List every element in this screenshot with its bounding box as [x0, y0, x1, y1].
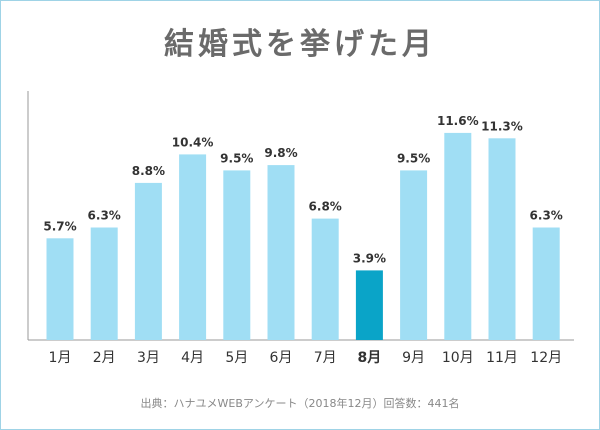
data-label-10: 11.6%	[437, 114, 479, 128]
bar-5	[223, 170, 251, 340]
bar-9	[400, 170, 428, 340]
bar-3	[134, 182, 162, 340]
chart-title: 結婚式を挙げた月	[164, 27, 436, 62]
data-label-2: 6.3%	[88, 209, 121, 223]
data-label-4: 10.4%	[172, 135, 214, 149]
bar-1	[46, 238, 74, 340]
x-tick-label-11: 11月	[486, 350, 518, 366]
bar-8	[355, 270, 383, 340]
data-label-7: 6.8%	[309, 200, 342, 214]
x-tick-label-8: 8月	[358, 350, 382, 366]
data-label-8: 3.9%	[353, 251, 386, 265]
x-tick-label-4: 4月	[181, 350, 204, 366]
x-tick-label-9: 9月	[402, 350, 425, 366]
bar-6	[267, 165, 295, 340]
data-label-3: 8.8%	[132, 164, 165, 178]
x-tick-label-6: 6月	[270, 350, 293, 366]
x-tick-label-7: 7月	[314, 350, 337, 366]
data-label-6: 9.8%	[264, 146, 297, 160]
data-label-12: 6.3%	[530, 209, 563, 223]
x-tick-label-5: 5月	[225, 350, 248, 366]
x-tick-label-2: 2月	[93, 350, 116, 366]
bar-7	[311, 218, 339, 340]
bar-2	[90, 227, 118, 340]
data-label-1: 5.7%	[43, 219, 76, 233]
data-label-5: 9.5%	[220, 151, 253, 165]
bar-12	[532, 227, 560, 340]
bar-4	[179, 154, 207, 340]
bar-11	[488, 138, 516, 340]
x-tick-label-1: 1月	[49, 350, 72, 366]
x-tick-label-3: 3月	[137, 350, 160, 366]
bar-10	[444, 132, 472, 340]
x-tick-label-10: 10月	[442, 350, 474, 366]
data-label-9: 9.5%	[397, 151, 430, 165]
x-tick-label-12: 12月	[530, 350, 562, 366]
source-note: 出典：ハナユメWEBアンケート（2018年12月）回答数：441名	[140, 397, 460, 410]
data-label-11: 11.3%	[481, 119, 523, 133]
